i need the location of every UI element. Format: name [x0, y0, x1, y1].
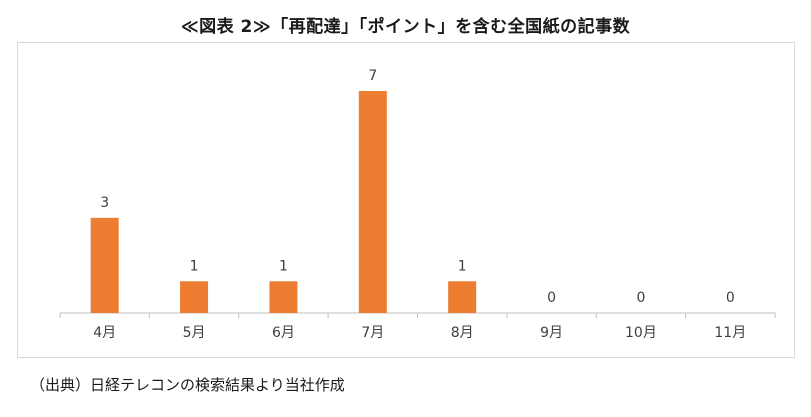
x-tick-label: 9月	[540, 325, 563, 341]
data-label: 0	[726, 290, 735, 306]
x-tick-label: 7月	[361, 325, 384, 341]
data-label: 0	[547, 290, 556, 306]
bar-7月	[358, 91, 387, 313]
bar-5月	[180, 281, 209, 313]
x-tick-label: 10月	[625, 325, 657, 341]
data-label: 7	[368, 68, 377, 84]
data-label: 1	[458, 258, 467, 274]
data-label: 3	[100, 195, 109, 211]
bar-4月	[90, 217, 119, 313]
x-tick-label: 6月	[272, 325, 295, 341]
plot-area	[17, 42, 795, 358]
bar-6月	[269, 281, 298, 313]
x-tick-label: 8月	[451, 325, 474, 341]
data-label: 0	[636, 290, 645, 306]
source-note: （出典）日経テレコンの検索結果より当社作成	[30, 376, 345, 394]
bar-8月	[448, 281, 477, 313]
data-label: 1	[190, 258, 199, 274]
x-tick-label: 11月	[714, 325, 746, 341]
chart-title: ≪図表 2≫「再配達」「ポイント」を含む全国紙の記事数	[180, 17, 631, 37]
x-tick-label: 4月	[93, 325, 116, 341]
x-tick-label: 5月	[183, 325, 206, 341]
data-label: 1	[279, 258, 288, 274]
